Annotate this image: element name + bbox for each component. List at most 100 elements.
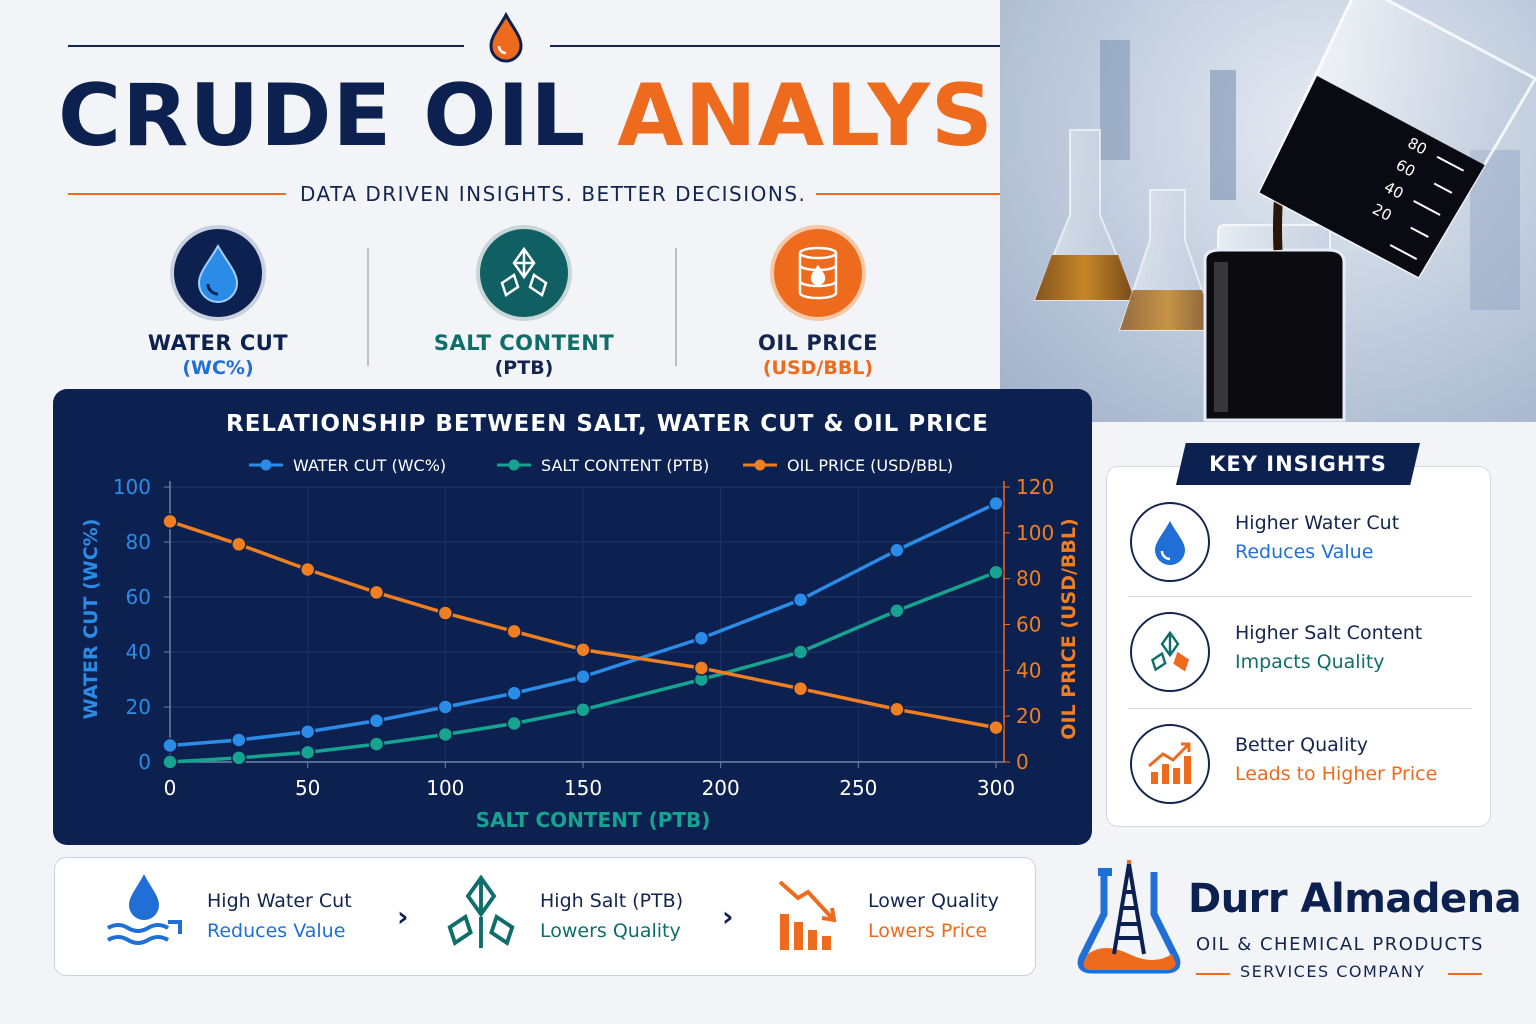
company-dash-right	[1448, 973, 1482, 975]
data-point	[437, 726, 454, 743]
y-axis-label-left: WATER CUT (WC%)	[80, 519, 102, 720]
company-name: Durr Almadena	[1188, 876, 1522, 922]
company-subtitle-1: OIL & CHEMICAL PRODUCTS	[1196, 934, 1484, 955]
metric-label: SALT CONTENT	[433, 331, 615, 355]
metric-unit: (PTB)	[494, 357, 554, 379]
insight-line-2: Leads to Higher Price	[1235, 763, 1438, 785]
insight-line-2: Impacts Quality	[1235, 651, 1385, 673]
y-right-tick-label: 0	[1016, 750, 1029, 774]
insight-divider	[1128, 596, 1472, 597]
data-point	[506, 715, 522, 732]
data-point	[575, 641, 591, 658]
insight-line-2: Reduces Value	[1235, 541, 1374, 563]
metric-water-cut: WATER CUT (WC%)	[108, 225, 328, 379]
data-point	[231, 750, 247, 766]
data-point	[693, 660, 710, 676]
data-point	[792, 592, 809, 608]
water-waves-icon	[106, 874, 182, 945]
x-tick-label: 0	[164, 776, 177, 800]
insight-line-1: Higher Salt Content	[1235, 622, 1423, 644]
data-point	[988, 564, 1004, 580]
subtitle-rule-left	[68, 193, 286, 195]
flow-item: Lower Quality Lowers Price	[868, 872, 1018, 962]
flow-line-1: High Water Cut	[207, 890, 352, 912]
cause-effect-flow	[54, 857, 1036, 976]
page-title: CRUDE OIL ANALYSIS	[58, 66, 1089, 166]
header-rule-left	[68, 45, 464, 47]
flow-line-2: Lowers Price	[868, 920, 988, 942]
legend-label: WATER CUT (WC%)	[293, 456, 446, 475]
legend-label: OIL PRICE (USD/BBL)	[787, 456, 953, 475]
data-point	[988, 495, 1004, 512]
x-axis-label: SALT CONTENT (PTB)	[476, 808, 711, 832]
data-point	[299, 744, 316, 761]
x-tick-label: 300	[977, 776, 1015, 800]
data-point	[575, 702, 591, 718]
line-chart: 0 50 100 150 200 250 3000204060801000204060801…	[80, 456, 1080, 832]
salt-crystal-icon	[447, 874, 515, 949]
subtitle-rule-right	[816, 193, 1026, 195]
x-tick-label: 200	[702, 776, 740, 800]
lab-photo: 80 60 40 20	[1000, 0, 1536, 422]
data-point	[889, 701, 905, 718]
flow-line-2: Reduces Value	[207, 920, 346, 942]
data-point	[437, 605, 454, 621]
data-point	[693, 630, 710, 646]
y-right-tick-label: 120	[1016, 475, 1054, 499]
header-rule-right	[550, 45, 1026, 47]
metric-unit: (USD/BBL)	[762, 357, 874, 379]
data-point	[506, 623, 522, 640]
data-point	[231, 536, 247, 553]
chart-series	[162, 495, 1004, 770]
flow-line-1: Lower Quality	[868, 890, 999, 912]
company-dash-left	[1196, 973, 1230, 975]
y-left-tick-label: 0	[138, 750, 151, 774]
data-point	[437, 699, 454, 715]
falling-chart-icon	[778, 880, 837, 950]
legend-marker	[508, 459, 520, 471]
x-tick-label: 100	[426, 776, 464, 800]
chart-grid	[169, 486, 1004, 763]
y-left-tick-label: 20	[126, 695, 151, 719]
oil-barrel-icon	[770, 225, 866, 321]
company-logo-icon	[1077, 860, 1181, 974]
insight-item: Higher Water Cut Reduces Value	[1128, 496, 1472, 596]
insight-item: Higher Salt Content Impacts Quality	[1128, 606, 1472, 706]
rising-chart-icon	[1130, 724, 1210, 804]
y-left-tick-label: 100	[113, 475, 151, 499]
metric-label: WATER CUT	[147, 331, 289, 355]
data-point	[162, 754, 178, 770]
metric-label: OIL PRICE	[758, 331, 878, 355]
insight-divider	[1128, 708, 1472, 709]
insight-item: Better Quality Leads to Higher Price	[1128, 718, 1472, 818]
y-axis-label-right: OIL PRICE (USD/BBL)	[1058, 518, 1080, 739]
data-point	[506, 685, 522, 701]
data-point	[889, 603, 905, 619]
data-point	[575, 669, 591, 685]
y-right-tick-label: 40	[1016, 658, 1041, 682]
chart-ticks: 0 50 100 150 200 250 3000204060801000204060801…	[113, 475, 1054, 800]
x-tick-label: 150	[564, 776, 602, 800]
y-left-tick-label: 40	[126, 640, 151, 664]
data-point	[368, 736, 385, 752]
legend-label: SALT CONTENT (PTB)	[541, 456, 709, 475]
data-point	[988, 719, 1004, 736]
data-point	[889, 542, 905, 558]
data-point	[792, 680, 809, 697]
subtitle: DATA DRIVEN INSIGHTS. BETTER DECISIONS.	[300, 182, 807, 206]
water-drop-icon	[1130, 502, 1210, 582]
flow-line-2: Lowers Quality	[540, 920, 681, 942]
oil-drop-icon	[489, 12, 523, 63]
data-point	[231, 732, 247, 748]
legend-marker	[260, 459, 272, 471]
chevron-right-icon: ›	[397, 900, 409, 933]
flow-line-1: High Salt (PTB)	[540, 890, 684, 912]
y-right-tick-label: 60	[1016, 613, 1041, 637]
water-drop-icon	[170, 225, 266, 321]
x-tick-label: 50	[295, 776, 320, 800]
y-left-tick-label: 80	[126, 530, 151, 554]
y-left-tick-label: 60	[126, 585, 151, 609]
insight-line-1: Higher Water Cut	[1235, 512, 1400, 534]
data-point	[368, 584, 385, 601]
chart-legend: WATER CUT (WC%) SALT CONTENT (PTB) OIL PRI…	[249, 456, 953, 475]
